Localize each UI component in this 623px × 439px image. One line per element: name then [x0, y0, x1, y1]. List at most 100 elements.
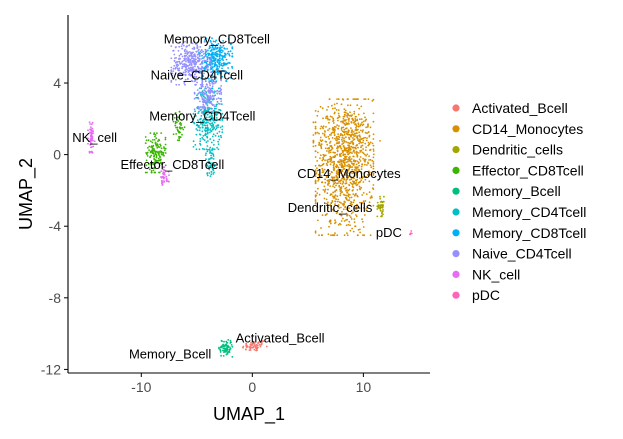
data-point [382, 209, 384, 211]
data-point [197, 126, 200, 128]
data-point [337, 109, 340, 111]
data-point [206, 58, 209, 61]
data-point [162, 172, 164, 175]
data-point [154, 142, 157, 145]
data-point [381, 204, 383, 206]
data-point [206, 60, 209, 63]
data-point [362, 120, 365, 123]
data-point [197, 92, 200, 95]
data-point [333, 134, 336, 136]
data-point [211, 149, 213, 152]
data-point [178, 54, 181, 57]
data-point [339, 134, 342, 137]
data-point [196, 78, 199, 81]
data-point [206, 98, 208, 101]
data-point [358, 125, 360, 128]
data-point [358, 177, 361, 180]
data-point [154, 159, 157, 162]
data-point [157, 140, 159, 143]
data-point [219, 109, 222, 112]
data-point [333, 126, 336, 128]
data-point [265, 345, 268, 348]
data-point [380, 200, 383, 203]
data-point [376, 201, 379, 204]
data-point [220, 64, 223, 67]
data-point [175, 133, 178, 135]
data-point [151, 149, 154, 151]
data-point [184, 74, 187, 77]
data-point [348, 136, 350, 139]
data-point [354, 171, 357, 174]
data-point [151, 152, 154, 155]
data-point [201, 85, 204, 88]
data-point [219, 53, 221, 55]
data-point [201, 49, 203, 52]
data-point [217, 112, 220, 114]
data-point [199, 46, 202, 48]
data-point [201, 98, 204, 101]
data-point [224, 350, 226, 352]
data-point [227, 339, 230, 341]
data-point [340, 166, 343, 169]
data-point [334, 107, 336, 110]
data-point [211, 85, 214, 88]
data-point [369, 234, 372, 237]
data-point [316, 131, 319, 134]
data-point [348, 199, 351, 202]
data-point [156, 132, 158, 135]
data-point [330, 159, 333, 162]
data-point [218, 59, 220, 62]
data-point [197, 50, 200, 52]
data-point [356, 160, 359, 163]
data-point [172, 67, 175, 70]
data-point [210, 154, 213, 157]
data-point [206, 164, 209, 167]
data-point [195, 68, 198, 71]
data-point [363, 112, 365, 115]
data-point [343, 146, 346, 149]
data-point [217, 87, 220, 90]
data-point [203, 148, 206, 151]
data-point [210, 110, 213, 113]
data-point [316, 192, 319, 195]
data-point [334, 222, 336, 225]
data-point [353, 199, 356, 202]
data-point [209, 146, 212, 149]
data-point [348, 165, 350, 168]
data-point [228, 351, 231, 353]
data-point [353, 159, 355, 162]
data-point [156, 162, 159, 164]
data-point [252, 346, 255, 348]
data-point [356, 178, 359, 181]
data-point [341, 191, 343, 194]
data-point [358, 207, 361, 210]
data-point [345, 186, 348, 189]
data-point [215, 127, 218, 130]
data-point [343, 194, 346, 196]
data-point [224, 48, 226, 50]
data-point [332, 195, 334, 198]
data-point [372, 167, 375, 170]
data-point [346, 191, 349, 194]
data-point [211, 87, 214, 90]
data-point [379, 209, 382, 212]
data-point [212, 125, 215, 128]
data-point [221, 67, 223, 70]
data-point [336, 200, 339, 203]
data-point [351, 130, 353, 133]
legend-label: pDC [472, 287, 500, 303]
data-point [362, 123, 365, 126]
data-point [214, 61, 217, 64]
data-point [208, 87, 211, 89]
data-point [349, 229, 352, 232]
data-point [329, 160, 332, 163]
data-point [356, 203, 358, 206]
data-point [196, 44, 199, 47]
data-point [317, 187, 319, 190]
data-point [177, 130, 179, 132]
data-point [175, 126, 178, 129]
data-point [87, 129, 89, 132]
data-point [376, 215, 379, 218]
data-point [204, 129, 206, 132]
